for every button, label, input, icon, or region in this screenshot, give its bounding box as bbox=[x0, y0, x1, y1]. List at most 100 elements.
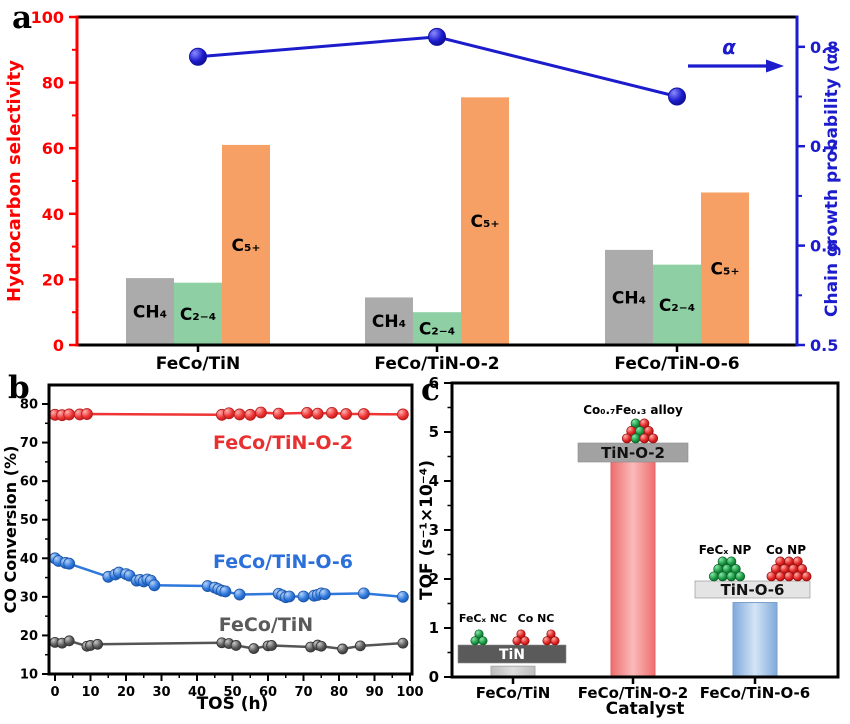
panel-b-point bbox=[283, 590, 296, 603]
red-nanoparticle-ball bbox=[546, 629, 556, 639]
panel-b-series-label-1: FeCo/TiN-O-6 bbox=[213, 551, 353, 573]
panel-b-stability-chart: 0 10 20 30 40 50 60 70 80 90 100 10 20 30 40 50 60 70 80 TO… bbox=[1, 383, 424, 714]
red-nanoparticle-ball bbox=[766, 571, 777, 582]
panel-b-point bbox=[318, 588, 331, 601]
panel-a-right-axis-title: Chain growth probability (α) bbox=[822, 45, 842, 317]
panel-b-point bbox=[301, 406, 313, 419]
panel-c-category-label: FeCo/TiN bbox=[476, 684, 551, 702]
panel-b-y-tick-label: 50 bbox=[20, 513, 38, 528]
support-slab-TiN-O-6 bbox=[694, 580, 811, 599]
panel-b-point bbox=[325, 406, 338, 419]
nanoparticle-tag: FeCₓ NP bbox=[699, 543, 752, 557]
panel-b-point bbox=[233, 588, 246, 601]
panel-a-bar-label: C₂₋₄ bbox=[419, 320, 455, 340]
red-nanoparticle-ball bbox=[784, 571, 794, 582]
panel-b-point bbox=[219, 585, 232, 598]
panel-c-tof-chart: 0 1 2 3 4 5 6 FeCo/TiN FeCo/TiN-O-2 FeCo/TiN-O-6 C… bbox=[417, 374, 840, 719]
red-nanoparticle-ball bbox=[801, 571, 812, 582]
panel-b-x-tick-label: 10 bbox=[81, 685, 99, 700]
red-nanoparticle-ball bbox=[621, 433, 632, 444]
nanoparticle-tag: FeCₓ NC bbox=[459, 612, 507, 625]
panel-label-a: a bbox=[12, 0, 33, 36]
panel-a-bar-label: C₅₊ bbox=[471, 212, 500, 232]
panel-b-point bbox=[223, 407, 235, 420]
panel-b-point bbox=[337, 643, 348, 655]
panel-b-point bbox=[63, 408, 76, 421]
panel-a-left-tick-label: 100 bbox=[31, 8, 64, 27]
panel-b-x-tick-label: 70 bbox=[294, 685, 312, 700]
panel-a-right-tick-label: 0.7 bbox=[810, 137, 838, 156]
green-nanoparticle-ball bbox=[470, 636, 480, 646]
panel-a-category-label: FeCo/TiN-O-2 bbox=[374, 354, 499, 374]
panel-a-selectivity-chart: CH₄ C₂₋₄ C₅₊ FeCo/TiN CH₄ C₂₋₄ C₅₊ FeCo/TiN-O-2… bbox=[4, 8, 842, 374]
red-nanoparticle-ball bbox=[775, 571, 786, 582]
panel-a-alpha-point bbox=[668, 87, 686, 106]
support-slab-label: TiN-O-2 bbox=[601, 444, 665, 462]
panel-b-point bbox=[248, 643, 260, 654]
panel-b-x-tick-label: 80 bbox=[330, 685, 348, 700]
panel-b-point bbox=[340, 408, 353, 420]
panel-a-bar-label: C₅₊ bbox=[232, 236, 261, 256]
panel-c-y-tick-label: 4 bbox=[429, 472, 439, 490]
panel-b-point bbox=[354, 640, 366, 652]
panel-a-bar-ch4 bbox=[365, 297, 413, 345]
panel-b-point bbox=[397, 637, 409, 649]
panel-b-y-tick-label: 80 bbox=[20, 398, 38, 413]
support-slab-label: TiN bbox=[499, 647, 525, 663]
panel-a-bar-label: C₂₋₄ bbox=[659, 296, 695, 316]
support-slab-label: TiN-O-6 bbox=[721, 581, 785, 599]
panel-a-right-tick-label: 0.5 bbox=[810, 336, 838, 355]
panel-b-y-axis-title: CO Conversion (%) bbox=[1, 446, 20, 614]
red-nanoparticle-ball bbox=[550, 636, 560, 646]
green-nanoparticle-ball bbox=[478, 636, 488, 646]
panel-c-y-tick-label: 2 bbox=[429, 570, 439, 588]
panel-b-point bbox=[272, 407, 285, 420]
panel-a-bar-label: CH₄ bbox=[133, 303, 167, 323]
panel-a-alpha-point bbox=[189, 47, 207, 66]
panel-a-bar-c2-4 bbox=[174, 282, 222, 345]
panel-a-left-tick-label: 80 bbox=[42, 74, 64, 93]
panel-b-y-tick-label: 30 bbox=[20, 590, 38, 605]
panel-a-right-tick-label: 0.8 bbox=[810, 38, 838, 57]
panel-b-point bbox=[81, 408, 93, 420]
panel-a-left-tick-label: 60 bbox=[42, 139, 64, 158]
panel-b-point bbox=[148, 579, 161, 592]
red-nanoparticle-ball bbox=[792, 571, 803, 582]
panel-b-x-tick-label: 20 bbox=[117, 685, 135, 700]
panel-b-point bbox=[266, 640, 277, 651]
panel-b-point bbox=[311, 407, 324, 420]
panel-b-x-tick-label: 30 bbox=[152, 685, 170, 700]
nanoparticle-tag: Co NP bbox=[766, 543, 806, 557]
panel-b-series-label-0: FeCo/TiN-O-2 bbox=[213, 432, 353, 454]
red-nanoparticle-ball bbox=[648, 433, 659, 444]
panel-a-bar-c2-4 bbox=[653, 264, 701, 345]
red-nanoparticle-ball bbox=[639, 433, 650, 444]
panel-c-bar-1 bbox=[610, 460, 656, 678]
panel-a-left-axis-title: Hydrocarbon selectivity bbox=[4, 60, 25, 302]
panel-a-bar-c5plus bbox=[222, 144, 270, 345]
panel-a-bar-ch4 bbox=[605, 249, 653, 345]
panel-b-point bbox=[244, 408, 257, 421]
panel-label-b: b bbox=[8, 370, 30, 406]
support-slab-TiN-O-2 bbox=[577, 442, 689, 463]
panel-b-x-tick-label: 90 bbox=[365, 685, 383, 700]
panel-a-alpha-point bbox=[428, 27, 446, 46]
panel-b-x-tick-label: 60 bbox=[259, 685, 277, 700]
panel-a-left-tick-label: 40 bbox=[42, 205, 64, 224]
nanoparticle-tag: Co₀.₇Fe₀.₃ alloy bbox=[583, 403, 683, 417]
green-nanoparticle-ball bbox=[735, 571, 746, 582]
green-nanoparticle-ball bbox=[717, 571, 728, 582]
red-nanoparticle-ball bbox=[512, 636, 522, 646]
panel-c-category-label: FeCo/TiN-O-6 bbox=[700, 684, 810, 702]
panel-c-y-tick-label: 3 bbox=[429, 521, 439, 539]
panel-c-y-tick-label: 0 bbox=[429, 668, 439, 686]
red-nanoparticle-ball bbox=[639, 418, 650, 429]
panel-a-alpha-label: α bbox=[722, 35, 736, 59]
panel-b-point bbox=[357, 408, 370, 420]
green-nanoparticle-ball bbox=[630, 433, 641, 444]
red-nanoparticle-ball bbox=[542, 636, 552, 646]
panel-b-x-tick-label: 50 bbox=[223, 685, 241, 700]
panel-a-left-tick-label: 0 bbox=[53, 336, 64, 355]
red-nanoparticle-ball bbox=[797, 563, 808, 574]
panel-b-x-axis-title: TOS (h) bbox=[197, 694, 269, 714]
